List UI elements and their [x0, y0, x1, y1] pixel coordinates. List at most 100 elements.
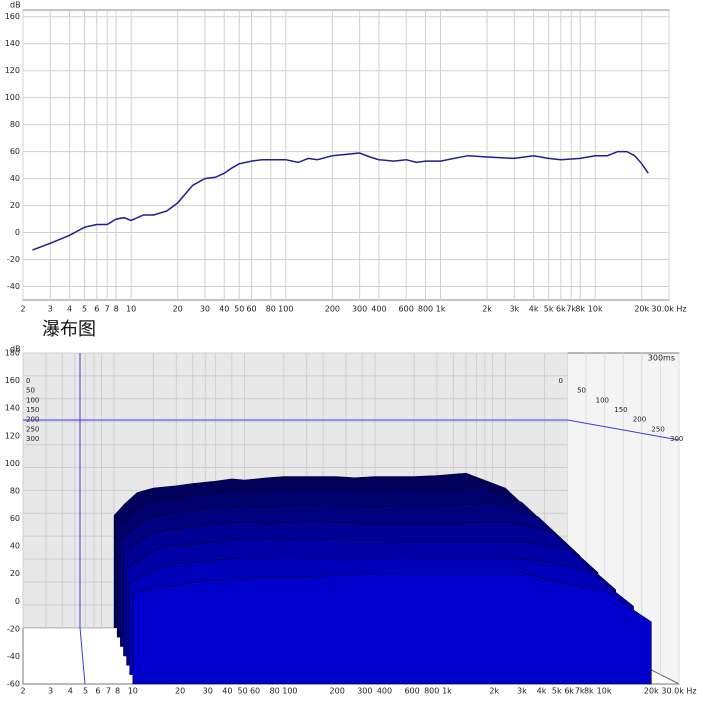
- x-tick-label: 6k: [556, 305, 566, 314]
- time-tick-label: 50: [26, 387, 35, 395]
- x-tick-label: 20k: [644, 687, 659, 696]
- time-tick-label: 150: [26, 406, 39, 414]
- x-tick-label: 600: [404, 687, 419, 696]
- heading: 瀑布图: [42, 319, 96, 340]
- time-tick-label: 100: [26, 396, 39, 404]
- x-tick-label: 20: [173, 305, 183, 314]
- x-tick-label: 8: [114, 305, 119, 314]
- x-tick-label: 5: [82, 305, 87, 314]
- x-tick-label: 8k: [575, 305, 585, 314]
- x-tick-label: 3: [48, 305, 53, 314]
- x-tick-label: 7: [106, 687, 111, 696]
- x-tick-label: 3: [48, 687, 53, 696]
- time-tick-label: 0: [558, 377, 562, 385]
- x-tick-label: 4: [67, 305, 72, 314]
- x-tick-label: 10k: [597, 687, 612, 696]
- y-tick-label: -20: [7, 255, 20, 264]
- x-tick-label: 5k: [544, 305, 554, 314]
- x-tick-label: 2k: [482, 305, 492, 314]
- x-tick-label: 3k: [509, 305, 519, 314]
- y-tick-label: 100: [5, 459, 20, 468]
- x-tick-label: 2: [20, 305, 25, 314]
- x-tick-label: 3k: [517, 687, 527, 696]
- x-tick-label: 400: [377, 687, 392, 696]
- x-tick-label: 6k: [564, 687, 574, 696]
- x-tick-label: 600: [399, 305, 414, 314]
- x-tick-label: 1k: [436, 305, 446, 314]
- x-tick-label: 2k: [489, 687, 499, 696]
- x-tick-label: 30: [203, 687, 213, 696]
- time-tick-label: 300: [26, 435, 39, 443]
- x-tick-label: 30.0k Hz: [651, 305, 686, 314]
- y-tick-label: 160: [5, 376, 20, 385]
- y-tick-label: -60: [7, 680, 20, 689]
- x-tick-label: 80: [266, 305, 276, 314]
- time-tick-label: 300: [670, 435, 683, 443]
- x-tick-label: 60: [246, 305, 256, 314]
- x-tick-label: 20k: [634, 305, 649, 314]
- y-axis-label: dB: [10, 1, 21, 10]
- cursor: [23, 419, 680, 441]
- x-tick-label: 4k: [537, 687, 547, 696]
- time-tick-label: 50: [577, 387, 586, 395]
- y-tick-label: 0: [15, 228, 20, 237]
- x-tick-label: 40: [222, 687, 232, 696]
- time-tick-label: 250: [651, 425, 664, 433]
- x-tick-label: 4: [68, 687, 73, 696]
- x-tick-label: 30.0k Hz: [661, 687, 696, 696]
- x-tick-label: 10: [126, 305, 136, 314]
- x-tick-label: 40: [219, 305, 229, 314]
- y-axis-label: dB: [10, 345, 21, 354]
- y-tick-label: 60: [10, 514, 20, 523]
- y-tick-label: 40: [10, 174, 20, 183]
- x-tick-label: 6: [95, 687, 100, 696]
- time-tick-label: 150: [614, 406, 627, 414]
- y-tick-label: -40: [7, 282, 20, 291]
- x-tick-label: 7k: [566, 305, 576, 314]
- x-tick-label: 300: [352, 305, 367, 314]
- x-tick-label: 7: [105, 305, 110, 314]
- y-tick-label: 140: [5, 404, 20, 413]
- y-tick-label: 180: [5, 349, 20, 358]
- y-tick-label: 80: [10, 486, 20, 495]
- x-tick-label: 20: [175, 687, 185, 696]
- y-tick-label: 120: [5, 66, 20, 75]
- time-tick-label: 200: [633, 416, 646, 424]
- response-line: [32, 150, 649, 251]
- y-tick-label: 20: [10, 201, 20, 210]
- x-tick-label: 7k: [575, 687, 585, 696]
- y-tick-label: 0: [15, 597, 20, 606]
- x-tick-label: 300: [357, 687, 372, 696]
- y-tick-label: -20: [7, 624, 20, 633]
- x-tick-label: 8k: [584, 687, 594, 696]
- y-tick-label: 100: [5, 93, 20, 102]
- x-tick-label: 80: [270, 687, 280, 696]
- x-tick-label: 5k: [552, 687, 562, 696]
- y-tick-label: 160: [5, 12, 20, 21]
- x-tick-label: 10k: [588, 305, 603, 314]
- y-tick-label: 40: [10, 542, 20, 551]
- y-tick-label: 140: [5, 39, 20, 48]
- x-tick-label: 800: [424, 687, 439, 696]
- x-tick-label: 800: [418, 305, 433, 314]
- x-tick-label: 400: [371, 305, 386, 314]
- x-tick-label: 1k: [442, 687, 452, 696]
- y-tick-label: -40: [7, 652, 20, 661]
- x-tick-label: 10: [128, 687, 138, 696]
- x-tick-label: 4k: [529, 305, 539, 314]
- x-tick-label: 100: [278, 305, 293, 314]
- time-tick-label: 100: [596, 396, 609, 404]
- cursor: [79, 353, 86, 685]
- x-tick-label: 30: [200, 305, 210, 314]
- x-tick-label: 200: [330, 687, 345, 696]
- time-axis-label: 300ms: [648, 354, 675, 363]
- y-tick-label: 60: [10, 147, 20, 156]
- y-tick-label: 120: [5, 431, 20, 440]
- x-tick-label: 50: [234, 305, 244, 314]
- x-tick-label: 5: [83, 687, 88, 696]
- time-tick-label: 250: [26, 425, 39, 433]
- waterfall-slice: [132, 571, 652, 685]
